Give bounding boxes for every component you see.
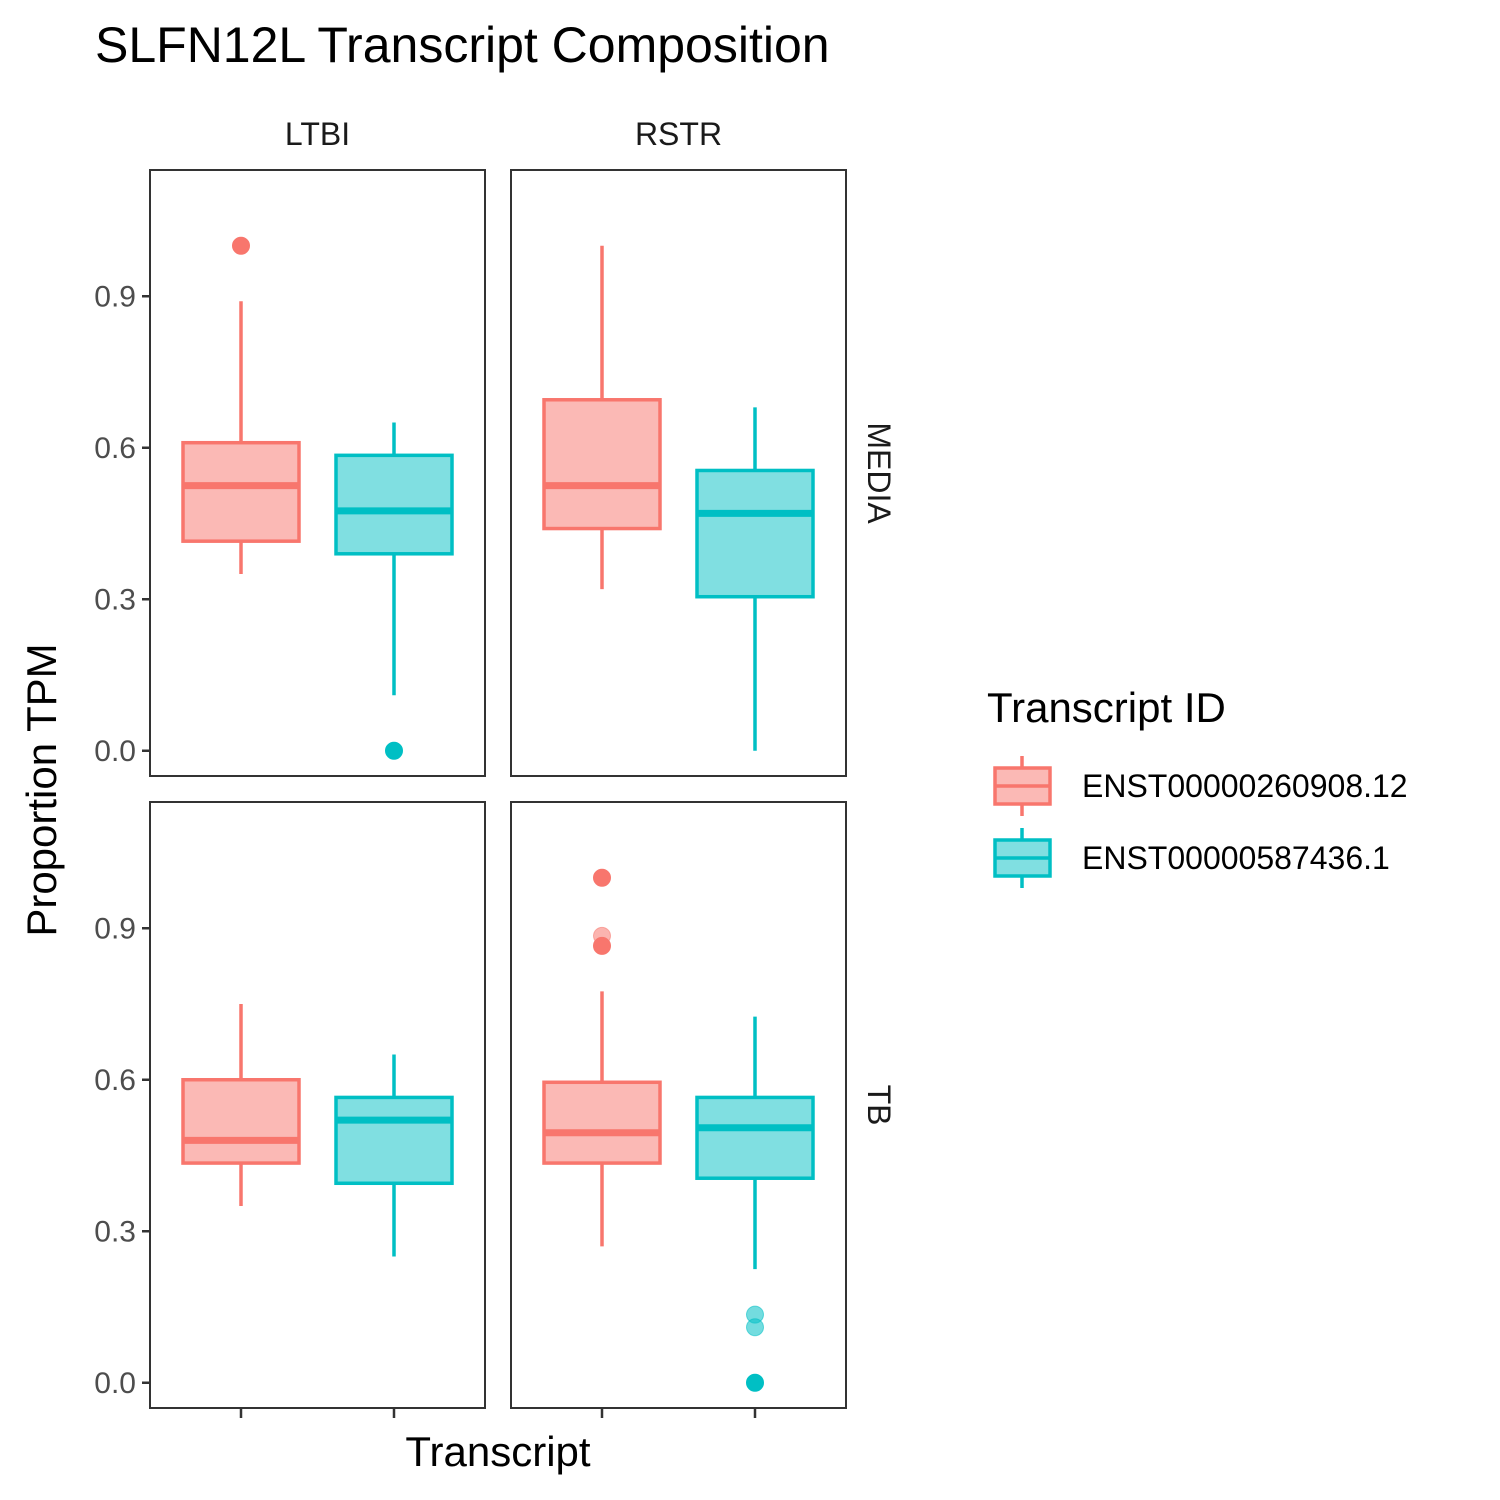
- y-tick-label: 0.9: [94, 280, 136, 313]
- box-ENST00000587436.1: [334, 1054, 454, 1257]
- panel-ltbi-tb: [149, 801, 486, 1409]
- panel-rstr-tb: [510, 801, 847, 1409]
- box-iqr: [181, 1078, 301, 1165]
- legend-key-ENST00000587436.1: [993, 828, 1052, 888]
- panel-border: [510, 169, 847, 777]
- y-tick-label: 0.6: [94, 1064, 136, 1097]
- outlier-point: [746, 1373, 764, 1392]
- y-tick-label: 0.0: [94, 1367, 136, 1400]
- legend-key-ENST00000260908.12: [993, 756, 1052, 816]
- chart-title: SLFN12L Transcript Composition: [95, 17, 830, 73]
- facet-strip-row-media: MEDIA: [861, 422, 897, 524]
- box-iqr: [334, 453, 454, 556]
- box-iqr: [695, 468, 815, 599]
- y-tick-label: 0.6: [94, 432, 136, 465]
- legend-label: ENST00000260908.12: [1082, 768, 1408, 804]
- outlier-point: [593, 868, 611, 887]
- box-ENST00000260908.12: [181, 236, 301, 574]
- box-ENST00000587436.1: [695, 1016, 815, 1392]
- outlier-point: [746, 1318, 764, 1337]
- panel-border: [149, 169, 486, 777]
- box-iqr: [334, 1095, 454, 1186]
- y-axis-title: Proportion TPM: [18, 643, 65, 936]
- box-iqr: [695, 1095, 815, 1180]
- box-iqr: [542, 1080, 662, 1165]
- facet-strip-row-tb: TB: [861, 1085, 897, 1126]
- box-ENST00000260908.12: [542, 245, 662, 590]
- box-ENST00000260908.12: [181, 1004, 301, 1206]
- panel-border: [510, 801, 847, 1409]
- legend-title: Transcript ID: [987, 684, 1226, 731]
- legend-label: ENST00000587436.1: [1082, 840, 1390, 876]
- legend: Transcript ID ENST00000260908.12 ENST0000…: [987, 684, 1408, 888]
- y-tick-label: 0.0: [94, 735, 136, 768]
- box-ENST00000260908.12: [542, 868, 662, 1247]
- panel-rstr-media: [510, 169, 847, 777]
- facet-strip-col-ltbi: LTBI: [285, 116, 350, 152]
- outlier-point: [593, 936, 611, 955]
- box-ENST00000587436.1: [334, 422, 454, 760]
- outlier-point: [232, 236, 250, 255]
- x-axis-title: Transcript: [405, 1428, 590, 1475]
- facet-strip-col-rstr: RSTR: [635, 116, 722, 152]
- box-ENST00000587436.1: [695, 407, 815, 751]
- y-tick-label: 0.3: [94, 583, 136, 616]
- outlier-point: [385, 741, 403, 760]
- panel-ltbi-media: [149, 169, 486, 777]
- facet-panels: LTBI RSTR MEDIA TB 0.0 0.3 0.6 0.9 0.0 0.3 0.6 0.9: [94, 116, 897, 1418]
- y-tick-label: 0.9: [94, 912, 136, 945]
- box-iqr: [542, 398, 662, 531]
- panel-border: [149, 801, 486, 1409]
- box-iqr: [181, 440, 301, 543]
- y-tick-label: 0.3: [94, 1215, 136, 1248]
